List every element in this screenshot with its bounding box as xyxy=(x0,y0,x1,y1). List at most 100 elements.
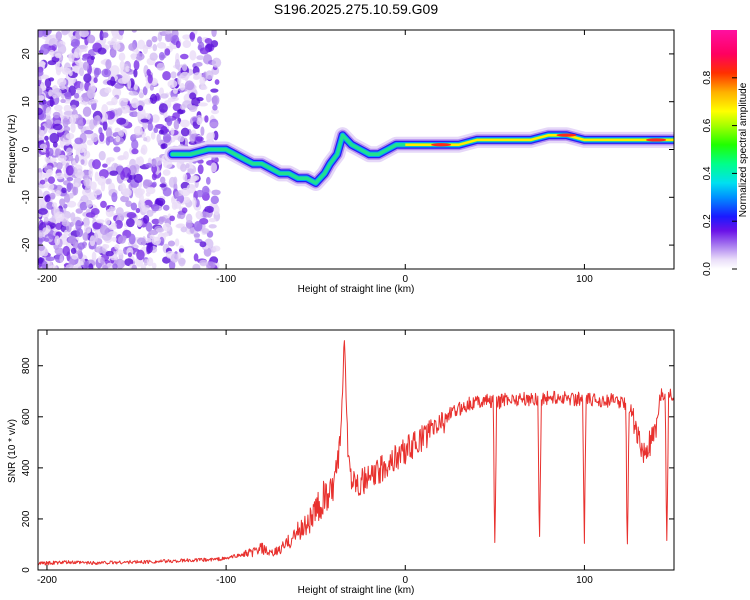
snr-y-tick-label: 600 xyxy=(21,408,32,425)
noise-blob xyxy=(54,53,62,59)
noise-blob xyxy=(105,59,112,70)
noise-blob xyxy=(75,219,82,231)
noise-blob xyxy=(151,236,161,246)
noise-blob xyxy=(98,127,103,135)
noise-blob xyxy=(195,210,203,220)
noise-blob xyxy=(189,32,196,40)
noise-blob xyxy=(45,119,53,129)
noise-blob xyxy=(188,105,198,110)
noise-blob xyxy=(57,154,67,163)
noise-blob xyxy=(182,34,191,40)
noise-blob xyxy=(102,163,108,168)
noise-blob xyxy=(143,137,148,142)
noise-blob xyxy=(71,253,79,260)
noise-blob xyxy=(79,201,88,211)
noise-blob xyxy=(113,146,121,153)
noise-blob xyxy=(90,55,95,61)
noise-blob xyxy=(173,176,178,185)
noise-blob xyxy=(151,35,158,43)
noise-blob xyxy=(146,257,154,267)
noise-blob xyxy=(63,110,74,116)
noise-blob xyxy=(143,214,150,224)
noise-blob xyxy=(167,79,178,89)
noise-blob xyxy=(100,257,105,265)
snr-y-tick-label: 0 xyxy=(21,567,32,573)
noise-blob xyxy=(117,235,126,244)
noise-blob xyxy=(82,216,90,228)
noise-blob xyxy=(192,197,197,208)
noise-blob xyxy=(38,208,48,215)
noise-blob xyxy=(93,77,98,84)
noise-blob xyxy=(53,206,60,218)
noise-blob xyxy=(111,192,118,203)
noise-blob xyxy=(192,117,198,122)
noise-blob xyxy=(92,159,101,170)
noise-blob xyxy=(172,112,180,119)
noise-blob xyxy=(111,222,117,227)
noise-blob xyxy=(131,148,139,155)
noise-blob xyxy=(105,127,113,139)
noise-blob xyxy=(167,240,176,247)
noise-blob xyxy=(45,149,50,158)
noise-blob xyxy=(136,111,142,120)
noise-blob xyxy=(74,47,82,59)
noise-blob xyxy=(63,229,69,239)
noise-blob xyxy=(45,106,52,116)
noise-blob xyxy=(64,193,71,203)
noise-blob xyxy=(147,122,153,132)
noise-blob xyxy=(162,133,172,143)
noise-blob xyxy=(174,190,180,198)
noise-blob xyxy=(76,228,84,238)
noise-blob xyxy=(98,150,106,161)
noise-blob xyxy=(137,39,146,50)
noise-blob xyxy=(189,133,196,143)
noise-blob xyxy=(210,40,219,48)
noise-blob xyxy=(65,153,74,162)
noise-blob xyxy=(111,236,117,242)
noise-blob xyxy=(143,179,153,187)
noise-blob xyxy=(149,84,154,91)
noise-blob xyxy=(118,52,126,62)
noise-blob xyxy=(83,225,92,234)
noise-blob xyxy=(38,69,44,77)
noise-blob xyxy=(59,254,64,263)
noise-blob xyxy=(193,253,199,262)
noise-blob xyxy=(102,244,110,249)
noise-blob xyxy=(82,61,89,71)
colorbar-title: Normalized spectral amplitude xyxy=(738,82,749,217)
snr-x-ticks: -200 -100 0 100 xyxy=(37,330,593,586)
snr-x-tick-label: -100 xyxy=(216,575,236,586)
noise-blob xyxy=(52,87,62,98)
noise-blob xyxy=(53,119,62,125)
noise-blob xyxy=(115,135,121,143)
noise-blob xyxy=(169,215,175,222)
noise-blob xyxy=(68,235,77,245)
noise-blob xyxy=(41,260,48,269)
noise-blob xyxy=(75,208,83,214)
noise-blob xyxy=(70,212,76,222)
noise-blob xyxy=(100,60,107,65)
noise-blob xyxy=(40,125,45,131)
spectrogram-x-tick-label: -200 xyxy=(37,274,57,285)
noise-blob xyxy=(203,247,212,257)
noise-blob xyxy=(80,159,85,165)
noise-blob xyxy=(100,200,107,209)
noise-blob xyxy=(48,157,57,163)
noise-blob xyxy=(97,47,107,55)
noise-blob xyxy=(47,182,55,191)
noise-blob xyxy=(88,192,98,201)
noise-blob xyxy=(70,122,76,134)
noise-blob xyxy=(49,132,60,144)
noise-blob xyxy=(112,263,118,269)
spectrogram-x-tick-label: 0 xyxy=(402,274,408,285)
noise-blob xyxy=(156,62,165,71)
noise-blob xyxy=(127,252,133,258)
noise-blob xyxy=(57,77,67,87)
noise-blob xyxy=(139,193,144,204)
spectrogram-y-tick-label: -10 xyxy=(21,190,32,205)
noise-blob xyxy=(61,219,70,227)
noise-blob xyxy=(198,102,208,107)
noise-blob xyxy=(197,164,204,175)
noise-blob xyxy=(196,117,202,126)
